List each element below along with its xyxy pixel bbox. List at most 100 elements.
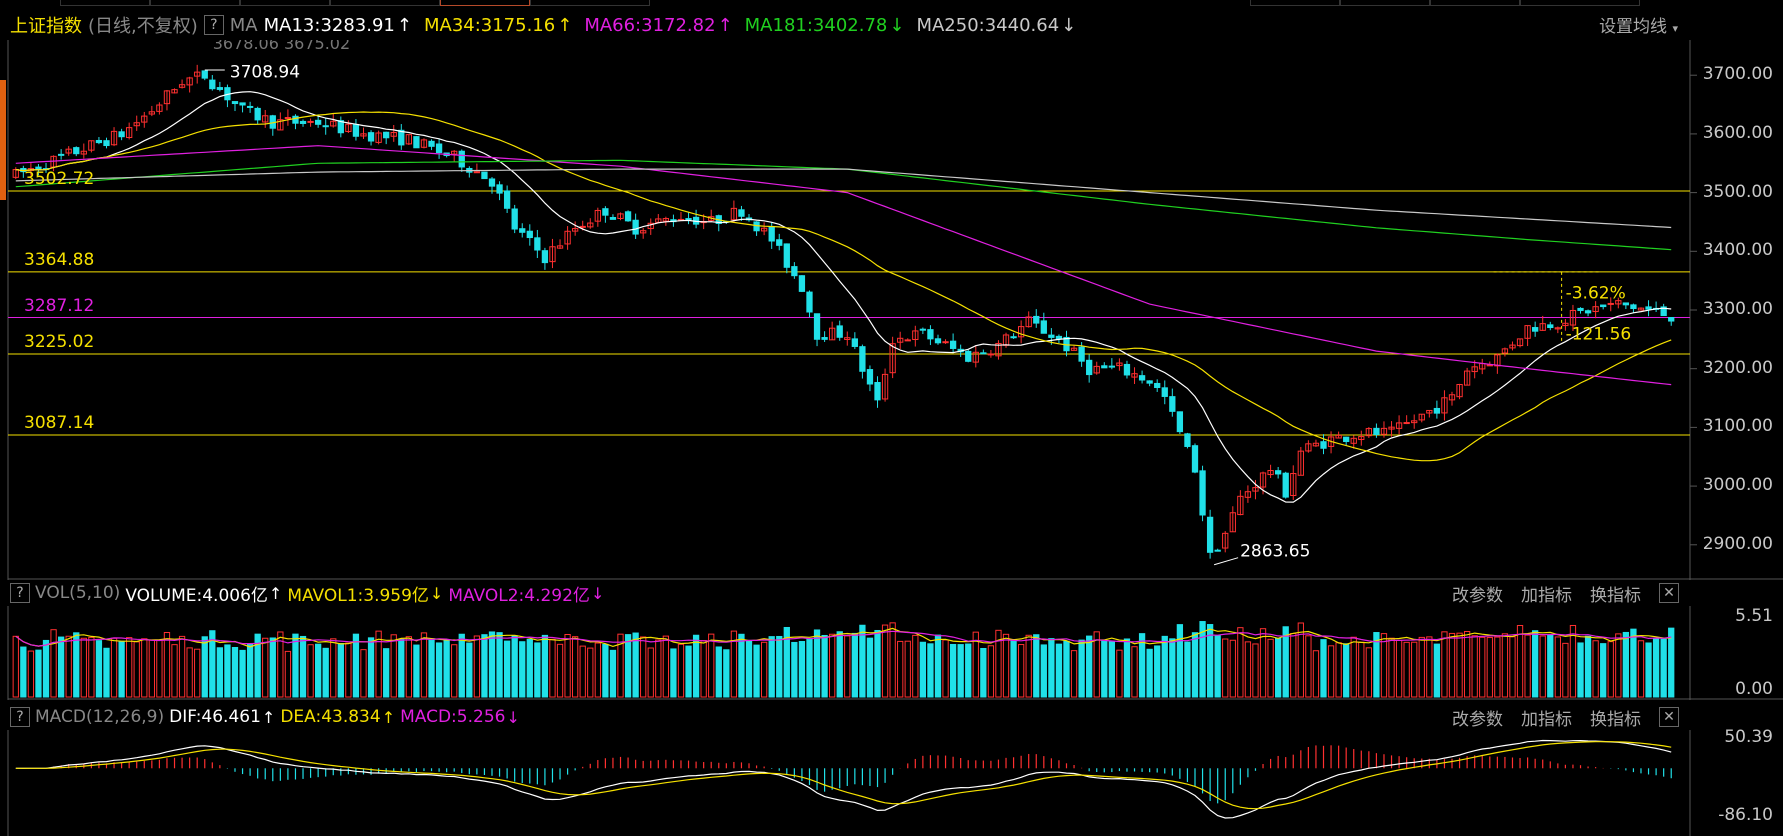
volume-bar	[1516, 625, 1524, 698]
y-axis-label: 3400.00	[1702, 240, 1773, 261]
switch-indicator-button[interactable]: 换指标	[1590, 709, 1641, 730]
add-indicator-button[interactable]: 加指标	[1521, 585, 1572, 606]
candle-body	[1494, 354, 1501, 367]
tab-edge[interactable]	[330, 0, 440, 6]
volume-bar	[1108, 640, 1115, 698]
volume-bar	[534, 642, 541, 698]
tab-edge[interactable]	[150, 0, 240, 6]
volume-bar	[1169, 638, 1176, 698]
candle-body	[685, 218, 692, 221]
switch-indicator-button[interactable]: 换指标	[1590, 585, 1641, 606]
volume-bar	[1290, 633, 1297, 698]
candle-body	[1320, 441, 1327, 449]
volume-bar	[88, 636, 95, 698]
volume-bar	[1479, 636, 1486, 698]
volume-bar	[1577, 642, 1584, 698]
candle-body	[541, 250, 549, 264]
close-icon[interactable]: ✕	[1659, 583, 1679, 603]
volume-bar	[874, 629, 881, 698]
candle-body	[231, 101, 239, 105]
candle-body	[1259, 472, 1267, 488]
volume-bar	[1033, 634, 1040, 698]
help-icon[interactable]: ?	[10, 707, 30, 727]
candle-body	[881, 373, 889, 400]
tab-edge[interactable]	[240, 0, 330, 6]
candle-body	[1305, 443, 1312, 452]
volume-bar	[1048, 638, 1055, 698]
y-axis-label: 3700.00	[1702, 64, 1773, 85]
candle-body	[57, 153, 65, 156]
tab-edge-active[interactable]	[440, 0, 530, 6]
candle-body	[481, 171, 488, 180]
candle-body	[730, 207, 738, 221]
volume-bar	[753, 644, 760, 698]
price-chart[interactable]: 3678.06 3675.02 3708.94 2863.65 -3.62% -121.…	[0, 40, 1783, 580]
mavol1-value: MAVOL1:3.959亿	[287, 585, 429, 606]
volume-bar	[957, 644, 964, 698]
volume-bar	[473, 635, 481, 698]
candle-body	[413, 136, 420, 149]
volume-bar	[1607, 641, 1614, 698]
candle-body	[458, 150, 465, 168]
candle-body	[307, 120, 314, 123]
candle-body	[1584, 310, 1592, 314]
edit-params-button[interactable]: 改参数	[1452, 585, 1503, 606]
candle-body	[1199, 470, 1206, 516]
ma-label: MA	[229, 14, 258, 36]
volume-bar	[1343, 643, 1350, 698]
volume-bar	[156, 639, 163, 698]
volume-chart[interactable]	[0, 606, 1783, 700]
candle-body	[617, 213, 624, 219]
add-indicator-button[interactable]: 加指标	[1521, 709, 1572, 730]
index-title[interactable]: 上证指数	[10, 16, 82, 37]
candle-body	[511, 208, 518, 230]
volume-bar	[1244, 641, 1252, 698]
candle-body	[1600, 304, 1607, 308]
dif-value: DIF:46.461	[169, 707, 261, 727]
volume-bar	[594, 642, 601, 698]
volume-bar	[1547, 634, 1554, 698]
volume-bar	[640, 636, 647, 698]
candle-body	[435, 143, 443, 154]
volume-bar	[587, 647, 594, 698]
volume-bar	[1380, 633, 1388, 698]
volume-bar	[201, 636, 208, 698]
dif-arrow: ↑	[261, 707, 276, 727]
volume-bar	[549, 638, 556, 698]
candle-body	[1108, 365, 1115, 368]
candle-body	[836, 325, 843, 338]
help-icon[interactable]: ?	[203, 15, 224, 35]
volume-bar	[110, 637, 118, 698]
volume-arrow: ↑	[268, 583, 283, 603]
candle-body	[866, 369, 874, 385]
candle-body	[133, 122, 140, 127]
candle-body	[760, 227, 768, 232]
ma-value: MA181:3402.78	[744, 14, 888, 36]
candle-body	[1501, 348, 1509, 354]
tab-edge[interactable]	[1250, 0, 1340, 6]
tab-edge[interactable]	[60, 0, 150, 6]
tab-edge[interactable]	[530, 0, 650, 6]
ma-settings-button[interactable]: 设置均线 ▾	[1599, 12, 1678, 37]
volume-bar	[126, 637, 133, 698]
volume-bar	[1448, 632, 1456, 698]
volume-bar	[1199, 621, 1206, 698]
candle-body	[284, 117, 292, 120]
macd-chart[interactable]	[0, 730, 1783, 836]
edit-params-button[interactable]: 改参数	[1452, 709, 1503, 730]
volume-bar	[1191, 632, 1199, 698]
close-icon[interactable]: ✕	[1659, 707, 1679, 727]
volume-bar	[1411, 641, 1418, 698]
tab-edge[interactable]	[1340, 0, 1430, 6]
candle-body	[821, 337, 828, 340]
volume-bar	[262, 637, 269, 698]
candle-body	[352, 123, 360, 137]
candle-body	[1418, 413, 1425, 421]
candle-body	[1380, 427, 1388, 435]
tab-edge[interactable]	[1430, 0, 1520, 6]
y-axis-label: 3100.00	[1702, 416, 1773, 437]
ma-value: MA13:3283.91	[263, 14, 395, 36]
help-icon[interactable]: ?	[10, 583, 30, 603]
volume-bar	[50, 629, 57, 698]
tab-edge[interactable]	[1520, 0, 1640, 6]
